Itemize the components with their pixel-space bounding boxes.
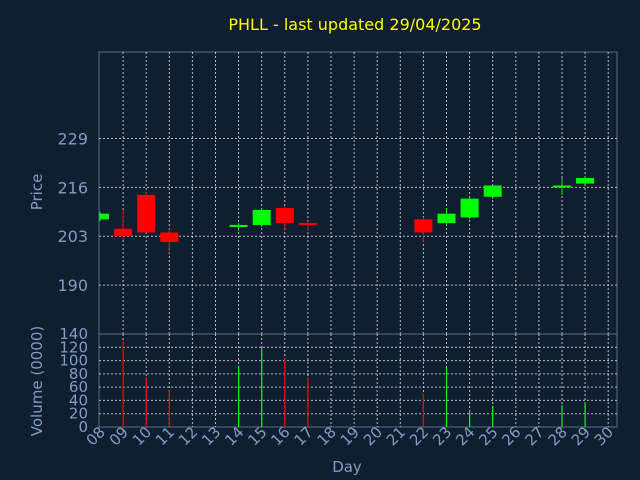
candle (114, 209, 133, 240)
volume-y-tick-label: 120 (59, 338, 88, 356)
candle-body (275, 208, 294, 224)
price-y-tick-label: 216 (57, 178, 88, 197)
price-y-tick-label: 229 (57, 129, 88, 148)
candle (252, 208, 271, 227)
candles (99, 176, 595, 254)
candle-body (137, 194, 156, 233)
candle-body (553, 185, 571, 188)
price-grid (99, 52, 617, 334)
candle (160, 228, 179, 254)
volume-y-tick-label: 20 (69, 405, 88, 423)
candle (137, 191, 156, 233)
candle-body (229, 224, 248, 227)
candle (460, 196, 479, 220)
volume-grid (99, 334, 617, 427)
candle-body (437, 213, 456, 224)
candle-body (114, 228, 133, 237)
candle (437, 208, 456, 225)
volume-bars (122, 340, 586, 427)
volume-y-tick-label: 140 (59, 325, 88, 343)
candle (99, 211, 109, 222)
candle-body (298, 223, 317, 226)
price-panel: 190 203 216 229 Price (28, 51, 618, 335)
candle (576, 176, 595, 186)
price-y-ticks: 190 203 216 229 (57, 129, 88, 295)
candle-body (100, 213, 109, 220)
volume-y-tick-label: 40 (69, 391, 88, 409)
candle (229, 223, 248, 231)
volume-y-tick-label: 60 (69, 378, 88, 396)
price-y-tick-label: 203 (57, 227, 88, 246)
x-axis-label: Day (332, 458, 362, 476)
volume-y-tick-label: 100 (59, 352, 88, 370)
candle (483, 185, 502, 199)
volume-y-tick-label: 0 (78, 418, 88, 436)
candle (414, 217, 433, 242)
volume-frame (98, 333, 618, 428)
candle-body (160, 232, 179, 242)
candle (553, 177, 571, 195)
price-y-tick-label: 190 (57, 276, 88, 295)
candle-body (576, 177, 595, 184)
candle-body (460, 198, 479, 218)
candle (298, 221, 317, 231)
x-ticks: 0809101112131415161718192021222324252627… (83, 423, 617, 449)
price-axis-label: Price (28, 174, 46, 211)
candle (275, 206, 294, 229)
candle-body (252, 209, 271, 225)
volume-y-tick-label: 80 (69, 365, 88, 383)
candle-body (414, 219, 433, 233)
candle-body (483, 185, 502, 197)
volume-axis-label: Volume (0000) (28, 326, 46, 436)
chart-title: PHLL - last updated 29/04/2025 (228, 15, 481, 34)
